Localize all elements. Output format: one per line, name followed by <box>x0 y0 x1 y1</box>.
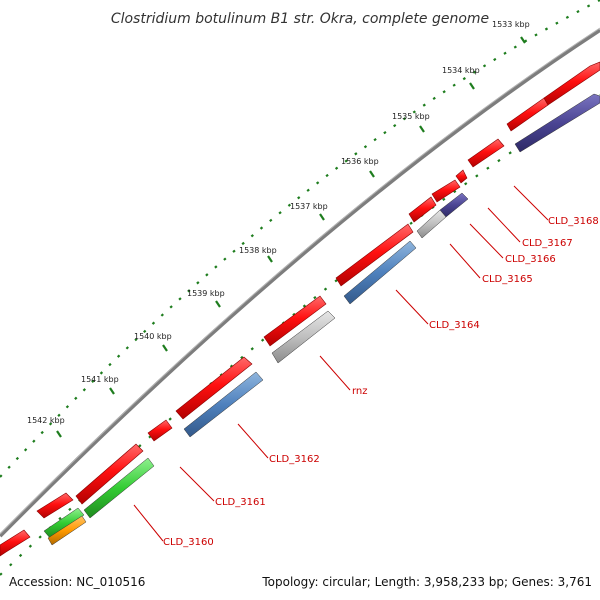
feature-red[interactable] <box>543 61 600 106</box>
feature-red[interactable] <box>335 223 414 287</box>
ruler-label-1534: 1534 kbp <box>442 66 480 75</box>
feature-purple[interactable] <box>514 93 600 153</box>
ruler-label-1542: 1542 kbp <box>27 416 65 425</box>
ruler-label-1539: 1539 kbp <box>187 289 225 298</box>
ruler-label-1537: 1537 kbp <box>290 202 328 211</box>
feature-green[interactable] <box>43 507 85 539</box>
gene-label-cld-3167[interactable]: CLD_3167 <box>522 238 573 249</box>
feature-red[interactable] <box>431 179 461 203</box>
feature-red[interactable] <box>175 356 253 420</box>
kbp-ticks <box>56 36 526 438</box>
feature-blue[interactable] <box>183 371 264 438</box>
ruler-label-1541: 1541 kbp <box>81 375 119 384</box>
feature-blue[interactable] <box>343 240 417 305</box>
gene-label-cld-3165[interactable]: CLD_3165 <box>482 274 533 285</box>
genome-backbone <box>0 28 600 538</box>
gene-label-cld-3161[interactable]: CLD_3161 <box>215 497 266 508</box>
label-leader-lines <box>133 185 549 542</box>
feature-red[interactable] <box>36 492 74 519</box>
feature-red[interactable] <box>455 169 468 184</box>
gene-label-cld-3168[interactable]: CLD_3168 <box>548 216 599 227</box>
feature-red[interactable] <box>408 196 437 223</box>
feature-orange[interactable] <box>47 515 87 546</box>
gene-label-cld-3166[interactable]: CLD_3166 <box>505 254 556 265</box>
gene-label-cld-3162[interactable]: CLD_3162 <box>269 454 320 465</box>
genome-backbone-highlight <box>0 27 600 535</box>
feature-red[interactable] <box>75 443 144 505</box>
ruler-label-1538: 1538 kbp <box>239 246 277 255</box>
feature-grey[interactable] <box>271 310 336 364</box>
feature-red[interactable] <box>506 97 549 132</box>
ruler-label-1535: 1535 kbp <box>392 112 430 121</box>
genome-summary-text: Topology: circular; Length: 3,958,233 bp… <box>261 575 592 589</box>
gene-label-cld-3160[interactable]: CLD_3160 <box>163 537 214 548</box>
feature-green[interactable] <box>83 457 155 519</box>
ruler-label-1540: 1540 kbp <box>134 332 172 341</box>
feature-grey[interactable] <box>416 209 447 239</box>
forward-features <box>0 61 600 557</box>
reverse-features <box>43 93 600 546</box>
ruler-label-1533: 1533 kbp <box>492 20 530 29</box>
map-title: Clostridium botulinum B1 str. Okra, comp… <box>111 11 489 27</box>
gene-label-rnz[interactable]: rnz <box>352 386 368 397</box>
feature-red[interactable] <box>147 419 173 442</box>
feature-red[interactable] <box>0 529 31 557</box>
gene-label-cld-3164[interactable]: CLD_3164 <box>429 320 480 331</box>
feature-red[interactable] <box>263 295 327 347</box>
feature-red[interactable] <box>467 138 505 168</box>
accession-text: Accession: NC_010516 <box>9 575 145 589</box>
ruler-label-1536: 1536 kbp <box>341 157 379 166</box>
outer-ruler <box>0 0 600 478</box>
